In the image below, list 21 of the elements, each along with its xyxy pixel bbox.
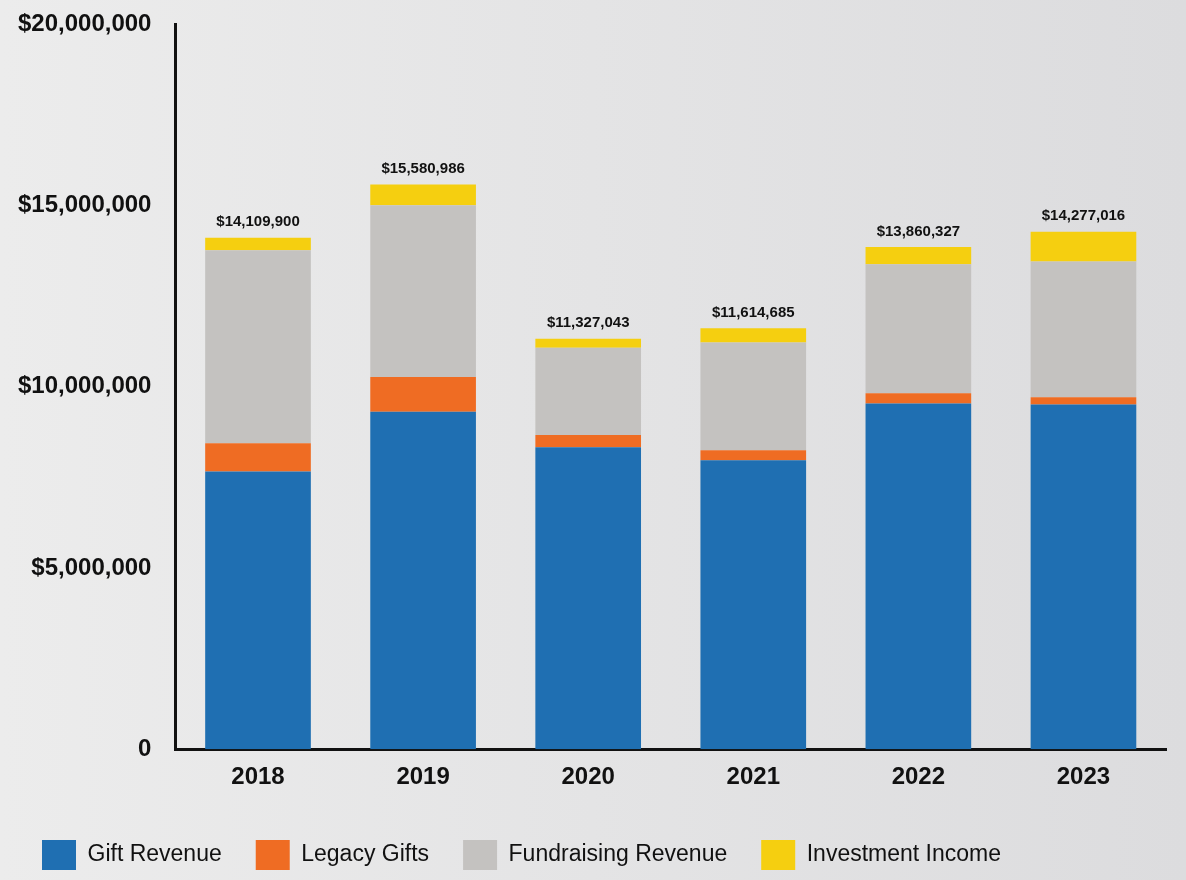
total-label: $14,277,016: [1041, 206, 1126, 224]
total-label: $15,580,986: [381, 159, 465, 177]
y-tick-label: $10,000,000: [18, 371, 152, 399]
x-tick-label: 2023: [1056, 762, 1111, 790]
total-label: $11,614,685: [711, 302, 795, 320]
x-tick-label: 2021: [726, 762, 780, 790]
x-tick-label: 2020: [561, 762, 615, 790]
y-tick-label: $5,000,000: [31, 552, 152, 580]
x-tick-label: 2019: [396, 762, 450, 790]
y-tick-label: $15,000,000: [18, 190, 152, 218]
legend-label: Investment Income: [806, 840, 1002, 867]
y-tick-label: $20,000,000: [18, 9, 152, 37]
legend-label: Gift Revenue: [87, 840, 222, 867]
x-tick-label: 2018: [231, 762, 285, 790]
legend-label: Legacy Gifts: [301, 840, 430, 867]
y-tick-label: 0: [138, 733, 152, 761]
total-label: $11,327,043: [546, 313, 630, 331]
total-label: $14,109,900: [216, 212, 300, 230]
legend-label: Fundraising Revenue: [508, 840, 728, 867]
x-tick-label: 2022: [891, 762, 946, 790]
total-label: $13,860,327: [876, 221, 961, 239]
